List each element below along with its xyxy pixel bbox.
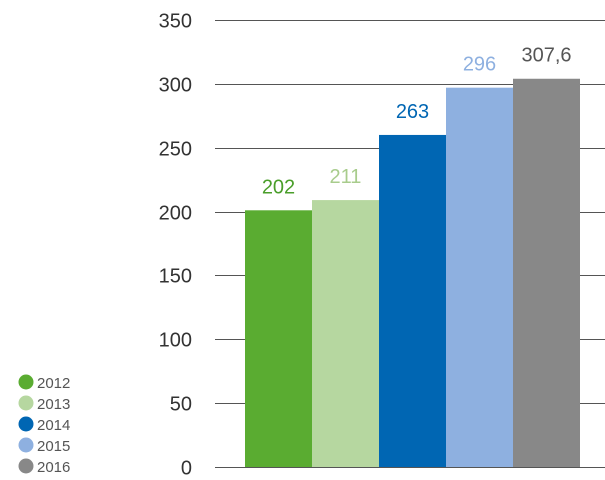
y-tick-label-0: 0 [181, 458, 192, 480]
data-label-2014: 263 [396, 101, 429, 123]
bar-2016 [513, 78, 580, 468]
y-tick-label-50: 50 [170, 394, 192, 416]
y-axis-tick-labels: 0 50 100 150 200 250 300 350 [159, 11, 192, 480]
data-label-2015: 296 [463, 54, 496, 76]
data-label-2016: 307,6 [521, 45, 571, 67]
y-tick-label-100: 100 [159, 330, 192, 352]
legend-label-2012: 2012 [37, 375, 70, 392]
legend-label-2015: 2015 [37, 438, 70, 455]
bar-2015 [446, 87, 513, 467]
legend-marker-2016 [18, 458, 34, 474]
legend-marker-2013 [18, 395, 34, 411]
bar-2013 [312, 200, 379, 467]
y-tick-label-150: 150 [159, 266, 192, 288]
legend-label-2016: 2016 [37, 459, 70, 476]
legend-marker-2015 [18, 437, 34, 453]
legend: 2012 2013 2014 2015 2016 [18, 374, 70, 476]
bar-2012 [245, 210, 312, 467]
y-tick-label-350: 350 [159, 11, 192, 33]
y-tick-label-300: 300 [159, 75, 192, 97]
legend-marker-2014 [18, 416, 34, 432]
bar-2014 [379, 134, 446, 467]
legend-label-2013: 2013 [37, 396, 70, 413]
bars [245, 78, 580, 468]
y-tick-label-250: 250 [159, 139, 192, 161]
data-labels: 202 211 263 296 307,6 [262, 45, 572, 199]
legend-marker-2012 [18, 374, 34, 390]
data-label-2012: 202 [262, 176, 295, 198]
y-tick-label-200: 200 [159, 203, 192, 225]
legend-label-2014: 2014 [37, 417, 70, 434]
data-label-2013: 211 [330, 166, 362, 188]
